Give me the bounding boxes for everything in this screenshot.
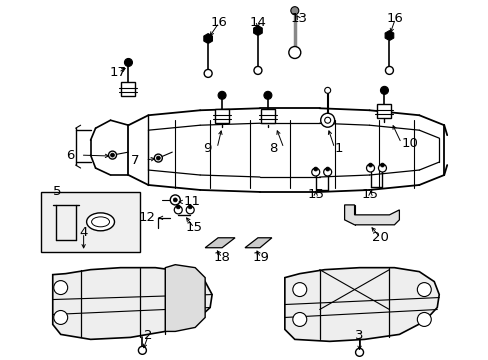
Text: 15: 15	[361, 188, 378, 202]
Text: 14: 14	[249, 16, 266, 29]
Polygon shape	[203, 33, 212, 44]
Bar	[121, 82, 135, 96]
Text: 18: 18	[213, 251, 230, 264]
Circle shape	[108, 151, 116, 159]
Circle shape	[253, 67, 262, 75]
Text: 8: 8	[269, 141, 277, 155]
Circle shape	[292, 283, 306, 297]
Circle shape	[324, 117, 330, 123]
Ellipse shape	[91, 217, 109, 227]
Circle shape	[311, 168, 319, 176]
Text: 6: 6	[66, 149, 75, 162]
Text: 4: 4	[79, 226, 88, 239]
Text: 16: 16	[386, 12, 403, 25]
Circle shape	[54, 310, 67, 324]
Polygon shape	[344, 205, 399, 225]
Circle shape	[170, 195, 180, 205]
Bar	[41, 192, 140, 252]
Text: 17: 17	[110, 66, 127, 79]
Circle shape	[313, 167, 317, 171]
Circle shape	[203, 69, 212, 77]
Text: 15: 15	[306, 188, 324, 202]
Polygon shape	[253, 26, 262, 36]
Circle shape	[110, 153, 114, 157]
Circle shape	[174, 206, 182, 214]
Circle shape	[416, 312, 430, 327]
Circle shape	[264, 91, 271, 99]
Circle shape	[325, 167, 329, 171]
Polygon shape	[244, 238, 271, 248]
Circle shape	[292, 312, 306, 327]
Text: 10: 10	[401, 137, 417, 150]
Circle shape	[156, 156, 160, 160]
Text: 13: 13	[290, 12, 306, 25]
Polygon shape	[285, 268, 438, 341]
Text: 16: 16	[210, 16, 227, 29]
Polygon shape	[165, 265, 205, 332]
Circle shape	[416, 283, 430, 297]
Circle shape	[188, 205, 192, 209]
Circle shape	[138, 346, 146, 354]
Text: 15: 15	[185, 221, 203, 234]
Circle shape	[154, 154, 162, 162]
Circle shape	[320, 113, 334, 127]
Bar	[261, 109, 274, 123]
Circle shape	[366, 164, 374, 172]
Text: 1: 1	[334, 141, 343, 155]
Polygon shape	[53, 268, 212, 339]
Circle shape	[290, 7, 298, 15]
Text: 7: 7	[131, 154, 139, 167]
Text: 5: 5	[53, 185, 61, 198]
Text: 3: 3	[355, 329, 363, 342]
Text: 12: 12	[138, 211, 155, 224]
Circle shape	[176, 205, 180, 209]
Circle shape	[380, 163, 384, 167]
Text: 19: 19	[252, 251, 269, 264]
Circle shape	[380, 86, 387, 94]
Circle shape	[324, 87, 330, 93]
Text: 9: 9	[203, 141, 211, 155]
Circle shape	[378, 164, 386, 172]
Circle shape	[54, 280, 67, 294]
Bar	[377, 104, 390, 118]
Circle shape	[323, 168, 331, 176]
Text: 2: 2	[144, 329, 152, 342]
Text: 20: 20	[371, 231, 388, 244]
Circle shape	[288, 46, 300, 58]
Polygon shape	[385, 31, 393, 41]
Ellipse shape	[86, 213, 114, 231]
Circle shape	[385, 67, 393, 75]
Text: 11: 11	[183, 195, 200, 208]
Circle shape	[218, 91, 225, 99]
Circle shape	[368, 163, 372, 167]
Bar	[215, 109, 228, 123]
Polygon shape	[205, 238, 235, 248]
Circle shape	[124, 58, 132, 67]
Circle shape	[186, 206, 194, 214]
Circle shape	[355, 348, 363, 356]
Circle shape	[173, 198, 177, 202]
